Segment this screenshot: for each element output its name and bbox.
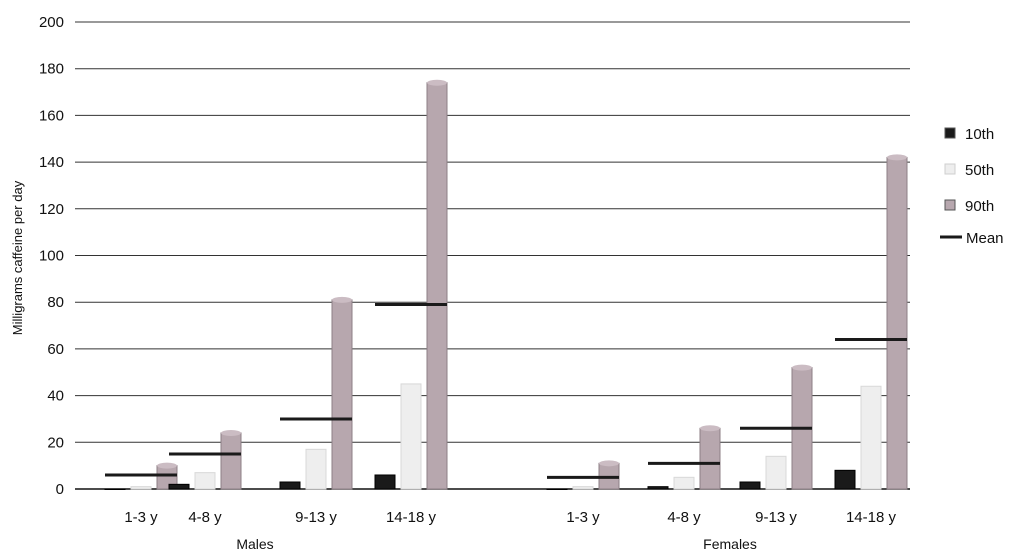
bar-90th [220,432,242,490]
y-tick-label: 140 [39,154,64,171]
bar-90th-cap [221,429,241,436]
y-tick-label: 60 [47,341,64,358]
bar-10th [104,488,126,490]
group-labels: Males Females [236,536,757,552]
gridlines [75,21,910,490]
bar-90th [886,156,908,490]
category-label: 14-18 y [386,509,437,526]
bar-50th [194,472,216,490]
legend: 10th 50th 90th Mean [940,126,1004,247]
bar-90th [331,299,353,490]
group-label: Females [703,536,757,552]
category-label: 4-8 y [188,509,222,526]
legend-swatch [944,163,956,175]
category-labels: 1-3 y 4-8 y 9-13 y 14-18 y 1-3 y 4-8 y 9-13 y 1… [124,509,896,526]
legend-label: 10th [965,126,994,143]
bar-10th [279,481,301,490]
bar-50th [765,455,787,490]
mean-lines [105,303,907,479]
bar-90th-cap [887,154,907,161]
legend-swatch [944,199,956,211]
bar-10th [834,469,856,490]
bar-50th [305,448,327,490]
category-label: 1-3 y [124,509,158,526]
bar-90th-cap [599,460,619,467]
y-tick-label: 0 [56,481,64,498]
y-tick-label: 180 [39,61,64,78]
y-axis-title: Milligrams caffeine per day [10,180,25,335]
y-tick-label: 20 [47,434,64,451]
y-tick-label: 120 [39,201,64,218]
legend-label: 90th [965,198,994,215]
legend-label: 50th [965,162,994,179]
legend-swatch [944,127,956,139]
bar-10th [168,483,190,490]
category-label: 1-3 y [566,509,600,526]
bar-10th [647,486,669,490]
bar-50th [130,486,152,490]
y-tick-label: 80 [47,294,64,311]
bar-90th-cap [792,364,812,371]
y-tick-label: 40 [47,388,64,405]
group-label: Males [236,536,273,552]
bar-10th [374,474,396,490]
bar-10th [546,488,568,490]
bar-90th-cap [157,462,177,469]
y-tick-labels: 0 20 40 60 80 100 120 140 160 180 200 [39,14,64,498]
bar-90th-cap [700,425,720,432]
bar-10th [739,481,761,490]
bar-90th [426,82,448,490]
bar-50th [673,476,695,490]
y-tick-label: 160 [39,107,64,124]
category-label: 4-8 y [667,509,701,526]
category-label: 14-18 y [846,509,897,526]
bar-50th [572,486,594,490]
y-tick-label: 100 [39,248,64,265]
category-label: 9-13 y [755,509,797,526]
bar-90th-cap [332,296,352,303]
bar-90th [699,427,721,490]
bar-50th [400,383,422,490]
y-tick-label: 200 [39,14,64,31]
bar-90th-cap [427,79,447,86]
bar-50th [860,385,882,490]
category-label: 9-13 y [295,509,337,526]
legend-label: Mean [966,230,1004,247]
